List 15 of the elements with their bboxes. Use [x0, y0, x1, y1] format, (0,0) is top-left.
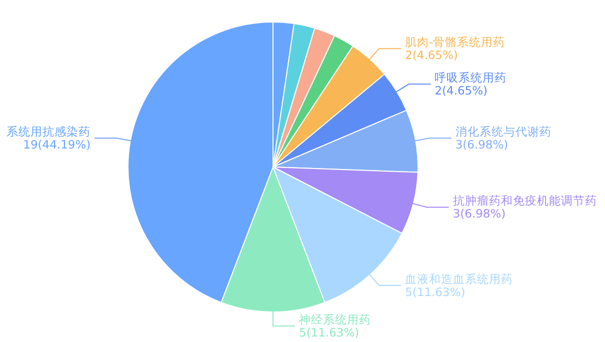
data-label: 2(4.65%) [434, 84, 488, 98]
data-label: 3(6.98%) [452, 206, 506, 221]
slice-label: 呼吸系统用药 [434, 70, 507, 85]
slice-label: 肌肉-骨骼系统用药 [405, 35, 506, 50]
slice-label: 血液和造血系统用药 [405, 272, 514, 286]
data-label: 5(11.63%) [299, 326, 360, 340]
slice-label: 系统用抗感染药 [6, 124, 91, 139]
slice-label: 抗肿瘤药和免疫机能调节药 [452, 194, 597, 208]
data-label: 2(4.65%) [405, 48, 458, 62]
pie-slice [272, 166, 402, 303]
data-label: 5(11.63%) [405, 284, 466, 299]
slice-label: 神经系统用药 [299, 312, 371, 326]
slice-label: 消化系统与代谢药 [455, 124, 552, 139]
data-label: 3(6.98%) [455, 138, 508, 152]
data-label: 19(44.19%) [23, 138, 91, 152]
